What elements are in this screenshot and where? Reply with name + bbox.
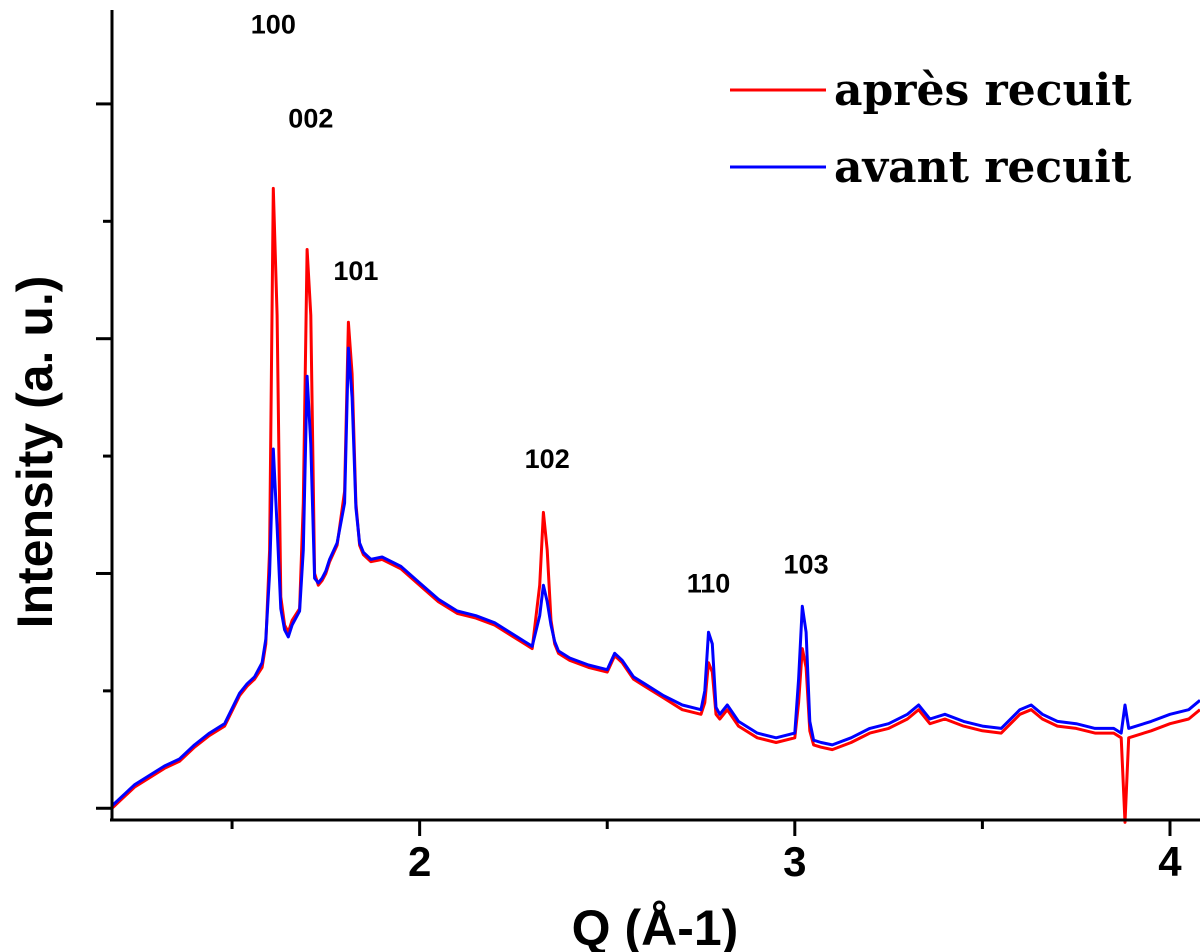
peak-labels: 100 002 101 102 110 103 [251,9,829,598]
legend: après recuit avant recuit [730,65,1132,193]
series-line-avant-recuit [110,346,1200,807]
peak-label: 002 [288,103,333,133]
y-ticks [96,102,112,810]
legend-label: après recuit [834,65,1132,116]
peak-label: 102 [525,444,570,474]
x-tick-label: 4 [1158,838,1182,885]
legend-label: avant recuit [834,142,1132,193]
x-tick-labels: 2 3 4 [408,838,1182,885]
peak-label: 101 [333,256,378,286]
x-tick-label: 3 [783,838,806,885]
peak-label: 110 [687,568,731,598]
plot-area [110,186,1200,824]
peak-label: 103 [784,549,829,579]
x-ticks [230,820,1172,836]
y-axis-title: Intensity (a. u.) [7,276,63,629]
x-axis-title: Q (Å-1) [572,900,739,952]
x-tick-label: 2 [408,838,431,885]
peak-label: 100 [251,9,296,39]
